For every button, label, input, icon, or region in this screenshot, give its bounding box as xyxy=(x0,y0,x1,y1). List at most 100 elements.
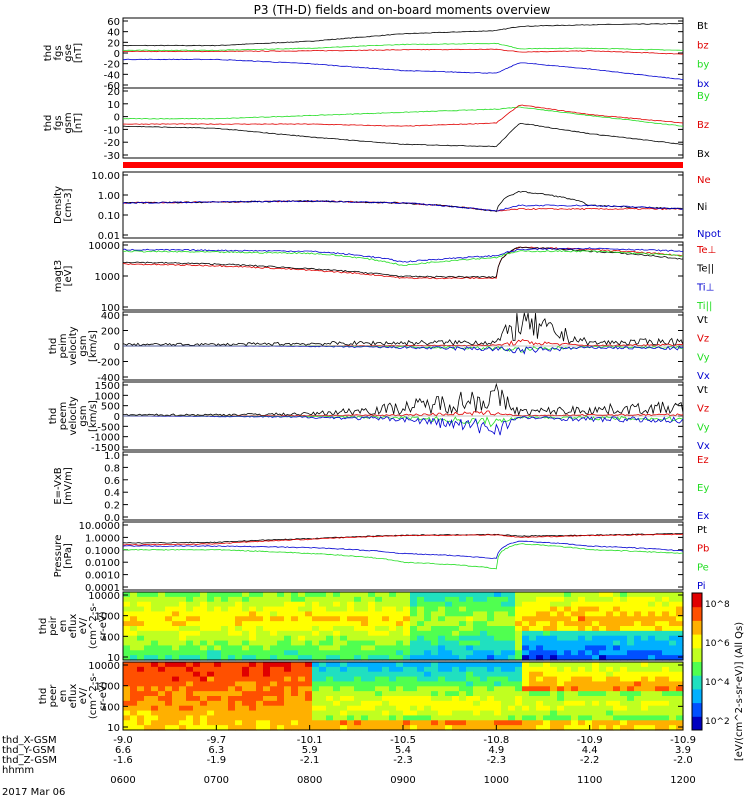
heatmap-cell xyxy=(543,715,551,721)
heatmap-cell xyxy=(137,681,145,687)
heatmap-cell xyxy=(522,666,530,673)
heatmap-cell xyxy=(606,626,614,632)
heatmap-cell xyxy=(207,630,215,637)
heatmap-cell xyxy=(319,635,327,642)
heatmap-cell xyxy=(207,725,215,731)
heatmap-cell xyxy=(543,650,551,656)
heatmap-cell xyxy=(151,621,159,627)
heatmap-cell xyxy=(634,725,642,731)
heatmap-cell xyxy=(396,691,404,697)
heatmap-cell xyxy=(634,691,642,697)
heatmap-cell xyxy=(396,645,404,651)
heatmap-cell xyxy=(599,601,607,608)
heatmap-cell xyxy=(557,686,565,692)
heatmap-cell xyxy=(354,696,362,702)
heatmap-cell xyxy=(557,725,565,731)
heatmap-cell xyxy=(508,611,516,617)
heatmap-cell xyxy=(494,700,502,707)
heatmap-cell xyxy=(207,601,215,608)
heatmap-cell xyxy=(186,606,194,613)
y-tick-label: 40 xyxy=(107,28,120,39)
heatmap-cell xyxy=(564,691,572,697)
heatmap-cell xyxy=(326,725,334,731)
legend-entry: Bz xyxy=(697,120,709,131)
heatmap-cell xyxy=(473,635,481,642)
heatmap-cell xyxy=(326,681,334,687)
heatmap-cell xyxy=(396,601,404,608)
heatmap-cell xyxy=(179,662,187,668)
heatmap-cell xyxy=(200,630,208,637)
heatmap-cell xyxy=(508,720,516,726)
heatmap-cell xyxy=(305,596,313,603)
heatmap-cell xyxy=(186,662,194,668)
heatmap-cell xyxy=(403,710,411,717)
heatmap-cell xyxy=(515,662,523,668)
heatmap-cell xyxy=(550,720,558,726)
heatmap-cell xyxy=(676,666,684,673)
heatmap-cell xyxy=(354,596,362,603)
heatmap-cell xyxy=(158,611,166,617)
heatmap-cell xyxy=(179,626,187,632)
panel-frame xyxy=(122,451,684,521)
heatmap-cell xyxy=(627,696,635,702)
heatmap-cell xyxy=(438,601,446,608)
heatmap-cell xyxy=(305,686,313,692)
heatmap-cell xyxy=(627,710,635,717)
heatmap-cell xyxy=(277,611,285,617)
heatmap-cell xyxy=(298,681,306,687)
heatmap-cell xyxy=(123,676,131,683)
heatmap-cell xyxy=(571,596,579,603)
heatmap-cell xyxy=(298,720,306,726)
heatmap-cell xyxy=(312,616,320,622)
heatmap-cell xyxy=(648,596,656,603)
heatmap-cell xyxy=(277,655,285,661)
heatmap-cell xyxy=(312,666,320,673)
heatmap-cell xyxy=(312,691,320,697)
colorbar-segment xyxy=(692,593,702,608)
heatmap-cell xyxy=(130,592,138,598)
heatmap-cell xyxy=(494,715,502,721)
heatmap-cell xyxy=(235,640,243,647)
heatmap-cell xyxy=(312,645,320,651)
heatmap-cell xyxy=(473,720,481,726)
heatmap-cell xyxy=(676,655,684,661)
heatmap-cell xyxy=(193,621,201,627)
heatmap-cell xyxy=(564,715,572,721)
series-line xyxy=(122,382,684,417)
heatmap-cell xyxy=(445,715,453,721)
heatmap-cell xyxy=(571,662,579,668)
ephemeris-value: 5.4 xyxy=(395,745,411,756)
heatmap-cell xyxy=(543,596,551,603)
heatmap-cell xyxy=(340,592,348,598)
heatmap-cell xyxy=(459,691,467,697)
heatmap-cell xyxy=(375,696,383,702)
heatmap-cell xyxy=(585,592,593,598)
heatmap-cell xyxy=(389,635,397,642)
y-tick-label: 0 xyxy=(114,113,120,124)
heatmap-cell xyxy=(235,691,243,697)
heatmap-cell xyxy=(550,725,558,731)
heatmap-cell xyxy=(620,681,628,687)
heatmap-cell xyxy=(172,696,180,702)
heatmap-cell xyxy=(277,715,285,721)
heatmap-cell xyxy=(172,686,180,692)
heatmap-cell xyxy=(466,601,474,608)
heatmap-cell xyxy=(620,686,628,692)
heatmap-cell xyxy=(550,666,558,673)
heatmap-cell xyxy=(634,606,642,613)
heatmap-cell xyxy=(123,691,131,697)
heatmap-cell xyxy=(368,616,376,622)
heatmap-cell xyxy=(256,616,264,622)
heatmap-cell xyxy=(389,601,397,608)
heatmap-cell xyxy=(480,640,488,647)
heatmap-cell xyxy=(382,691,390,697)
heatmap-cell xyxy=(340,630,348,637)
heatmap-cell xyxy=(529,725,537,731)
y-tick-label: 1.0 xyxy=(104,451,120,462)
y-label-line: sr-eV) xyxy=(98,611,109,640)
heatmap-cell xyxy=(599,666,607,673)
heatmap-cell xyxy=(613,655,621,661)
heatmap-cell xyxy=(172,705,180,712)
heatmap-cell xyxy=(634,616,642,622)
heatmap-cell xyxy=(333,700,341,707)
